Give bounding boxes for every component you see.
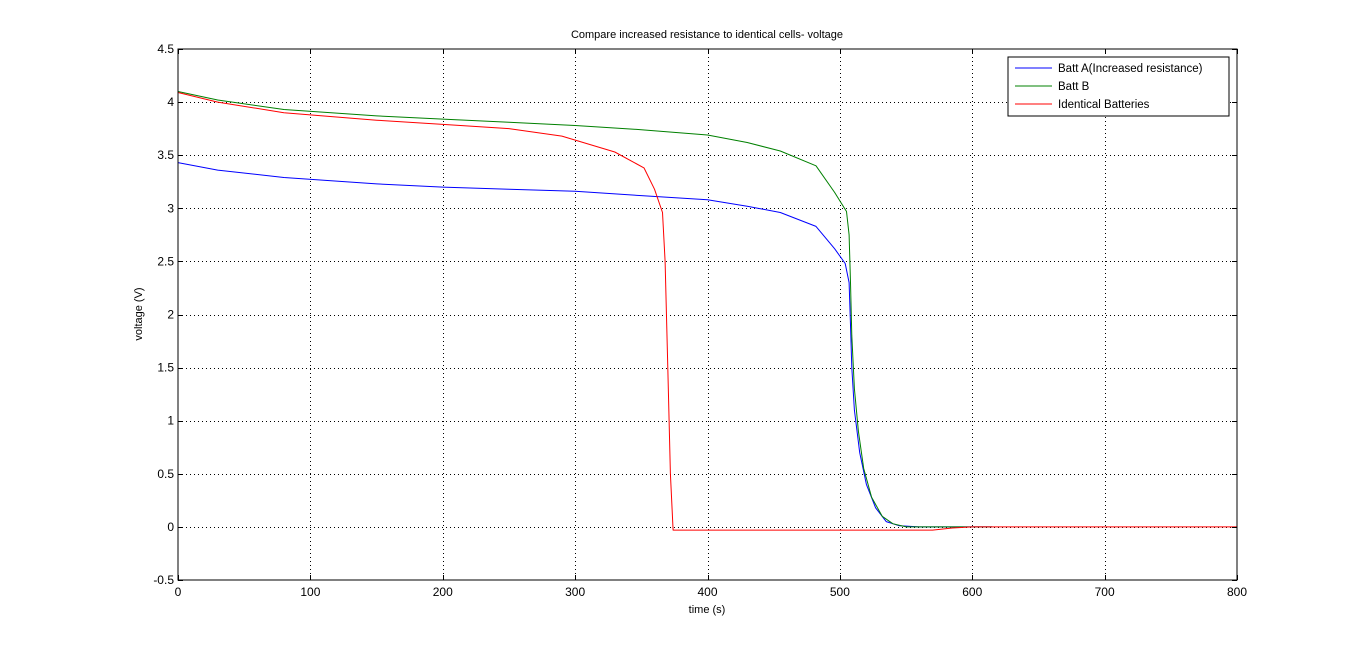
legend: Batt A(Increased resistance) Batt B Iden… [1007, 56, 1230, 117]
y-tick-label: 0 [167, 520, 174, 534]
y-tick-label: 2 [167, 308, 174, 322]
x-tick-label: 500 [830, 585, 850, 599]
x-tick-label: 800 [1227, 585, 1247, 599]
y-tick-label: 4.5 [157, 42, 174, 56]
legend-label-batt-b: Batt B [1058, 81, 1090, 93]
x-axis-label: time (s) [689, 604, 726, 616]
series-line-batt-b [177, 91, 993, 528]
y-tick-label: 3 [167, 201, 174, 215]
axis-ticks: 0 100 200 300 400 500 600 700 800-0.500.511.522.… [153, 42, 1247, 599]
y-axis-label: voltage (V) [133, 287, 145, 340]
y-tick-label: 4 [167, 95, 174, 109]
x-tick-label: 400 [697, 585, 717, 599]
x-tick-label: 700 [1095, 585, 1115, 599]
y-tick-label: 3.5 [157, 148, 174, 162]
series-lines [177, 91, 1237, 531]
series-line-batt-a [177, 162, 993, 528]
legend-label-batt-a: Batt A(Increased resistance) [1058, 63, 1203, 75]
y-tick-label: 1.5 [157, 361, 174, 375]
grid-lines [178, 49, 1237, 580]
y-tick-label: -0.5 [153, 573, 174, 587]
x-tick-label: 300 [565, 585, 585, 599]
plot-frame [177, 48, 1238, 581]
x-tick-label: 600 [962, 585, 982, 599]
legend-label-identical: Identical Batteries [1058, 99, 1150, 111]
x-tick-label: 200 [433, 585, 453, 599]
chart-title: Compare increased resistance to identica… [571, 29, 843, 41]
series-line-identical [177, 92, 1237, 531]
x-tick-label: 100 [300, 585, 320, 599]
y-tick-label: 2.5 [157, 254, 174, 268]
plot-area [178, 49, 1237, 580]
x-tick-label: 0 [175, 585, 182, 599]
y-tick-label: 1 [167, 414, 174, 428]
y-tick-label: 0.5 [157, 467, 174, 481]
